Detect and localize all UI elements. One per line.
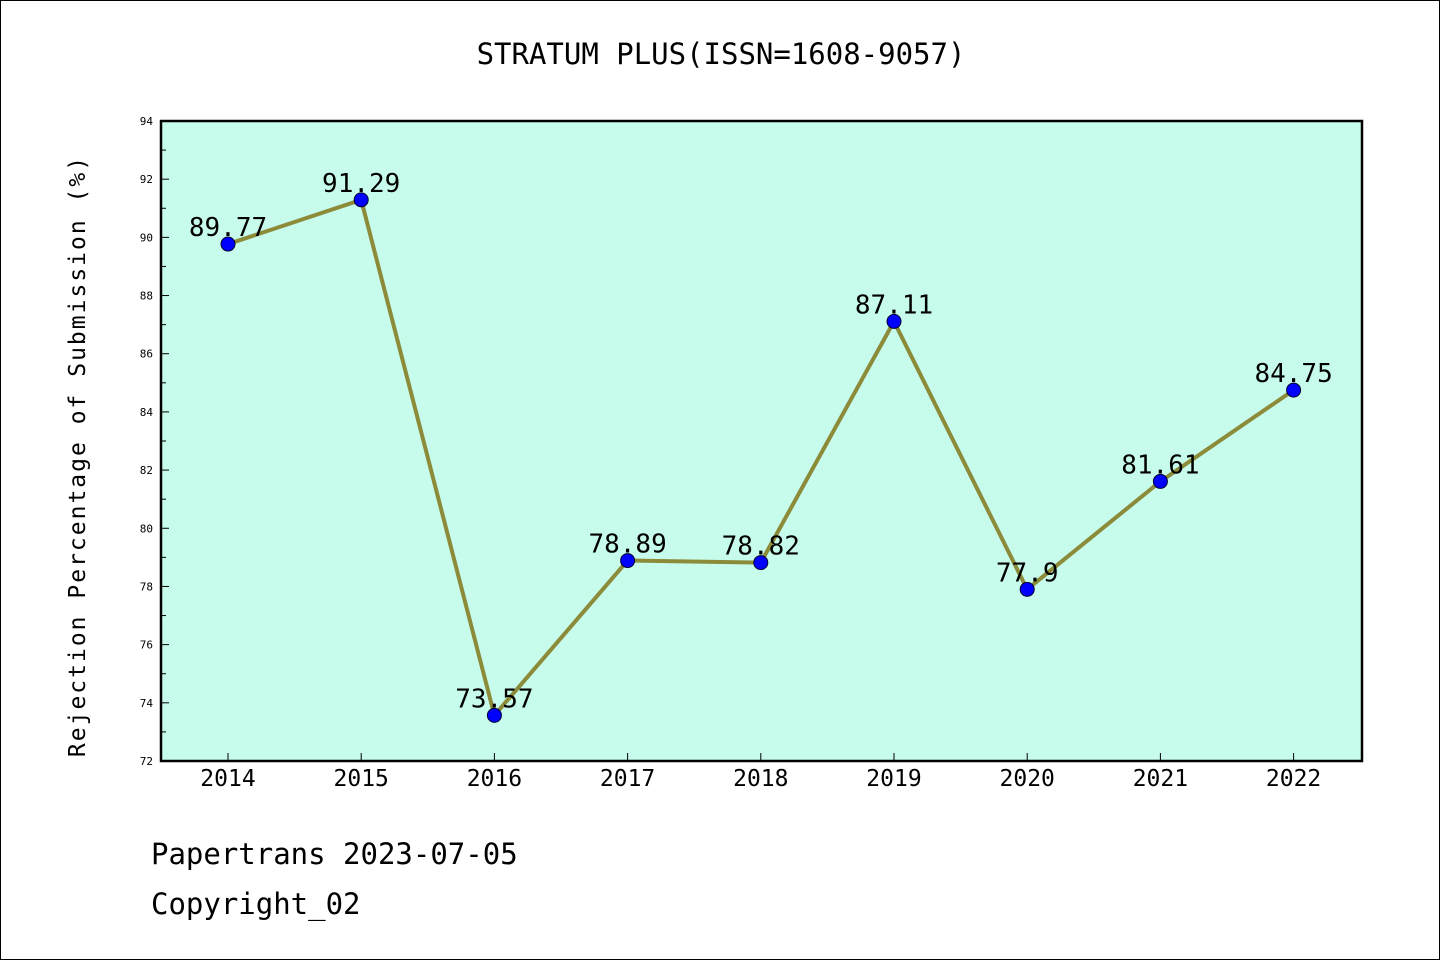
chart-title: STRATUM PLUS(ISSN=1608-9057) (476, 37, 966, 71)
data-label: 84.75 (1254, 359, 1332, 389)
y-tick-label: 80 (140, 522, 153, 535)
data-label: 77.9 (996, 558, 1059, 588)
x-tick-label: 2017 (600, 766, 655, 792)
data-point (753, 555, 769, 571)
data-labels: 89.77 91.29 73.57 78.89 78.82 87.11 77.9 81.61 8… (189, 169, 1333, 714)
x-tick-label: 2022 (1266, 766, 1321, 792)
y-tick-label: 94 (140, 115, 154, 128)
y-tick-label: 78 (140, 580, 153, 593)
y-axis-label: Rejection Percentage of Submission (%) (65, 155, 91, 757)
x-tick-label: 2016 (467, 766, 522, 792)
plot-area (161, 121, 1362, 761)
footer-copyright: Copyright_02 (151, 887, 361, 921)
data-label: 89.77 (189, 213, 267, 243)
data-point (1152, 473, 1168, 489)
y-tick-label: 92 (140, 173, 153, 186)
x-tick-label: 2015 (334, 766, 389, 792)
x-tick-label: 2014 (200, 766, 255, 792)
y-axis-ticks: 72 74 76 78 80 82 84 86 88 90 92 94 (140, 115, 169, 768)
data-markers (220, 192, 1302, 723)
y-tick-label: 86 (140, 348, 153, 361)
plot-frame (159, 119, 1364, 763)
data-label: 78.82 (722, 532, 800, 562)
y-tick-label: 72 (140, 755, 153, 768)
y-tick-label: 74 (140, 697, 154, 710)
y-tick-label: 88 (140, 290, 153, 303)
x-tick-label: 2021 (1133, 766, 1188, 792)
x-tick-label: 2018 (733, 766, 788, 792)
data-point (886, 313, 902, 329)
data-point (486, 707, 502, 723)
data-label: 73.57 (455, 684, 533, 714)
data-point (220, 236, 236, 252)
data-point (1286, 382, 1302, 398)
data-label: 81.61 (1121, 450, 1199, 480)
data-label: 87.11 (855, 290, 933, 320)
y-tick-label: 76 (140, 639, 153, 652)
footer-date: Papertrans 2023-07-05 (151, 837, 518, 871)
x-tick-label: 2019 (866, 766, 921, 792)
y-tick-label: 82 (140, 464, 153, 477)
y-tick-label: 90 (140, 231, 153, 244)
data-label: 78.89 (588, 530, 666, 560)
data-label: 91.29 (322, 169, 400, 199)
data-point (1019, 581, 1035, 597)
data-point (620, 553, 636, 569)
x-tick-label: 2020 (1000, 766, 1055, 792)
x-axis-ticks: 2014 2015 2016 2017 2018 2019 2020 2021 2022 (200, 753, 1321, 792)
y-tick-label: 84 (140, 406, 154, 419)
data-point (353, 192, 369, 208)
